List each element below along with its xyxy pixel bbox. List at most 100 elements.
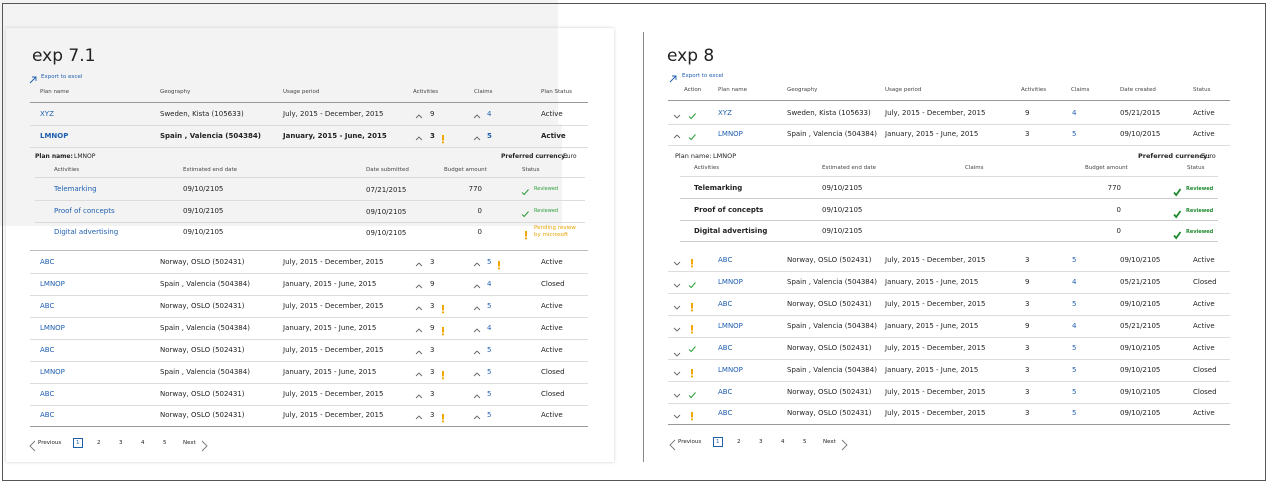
date-created: 09/10/2015 — [1120, 130, 1161, 138]
claims-count[interactable]: 5 — [1072, 409, 1077, 417]
plan-name-link[interactable]: LMNOP — [718, 366, 743, 374]
left-icon — [668, 436, 678, 451]
estimated-end-date: 09/10/2105 — [183, 207, 224, 215]
row-divider — [35, 200, 585, 201]
plan-name-link[interactable]: XYZ — [718, 109, 732, 117]
claims-count[interactable]: 5 — [487, 258, 492, 266]
claims-count[interactable]: 5 — [487, 411, 492, 419]
down-icon — [672, 276, 682, 288]
plan-name-link[interactable]: LMNOP — [40, 280, 65, 288]
claims-count[interactable]: 4 — [487, 324, 492, 332]
previous-button[interactable]: Previous — [38, 440, 62, 446]
plan-name-link[interactable]: LMNOP — [40, 132, 69, 140]
plan-name-link[interactable]: ABC — [718, 300, 733, 308]
plan-status: Active — [1193, 256, 1215, 264]
currency-label: Preferred currency: — [1138, 152, 1210, 160]
next-button[interactable]: Next — [183, 440, 196, 446]
claims-count[interactable]: 4 — [1072, 278, 1077, 286]
previous-button[interactable]: Previous — [678, 439, 702, 445]
up-icon — [414, 130, 424, 142]
right-glyph — [841, 439, 848, 451]
claims-count[interactable]: 5 — [1072, 366, 1077, 374]
plan-name-link[interactable]: LMNOP — [40, 368, 65, 376]
plan-status: Active — [1193, 344, 1215, 352]
row-divider — [30, 361, 588, 362]
claims-count[interactable]: 5 — [487, 132, 492, 140]
page-button[interactable]: 1 — [713, 437, 723, 447]
page-button[interactable]: 4 — [141, 440, 145, 446]
page-button[interactable]: 3 — [119, 440, 123, 446]
plan-name-link[interactable]: ABC — [718, 256, 733, 264]
column-header: Activities — [1021, 87, 1047, 93]
export-link[interactable]: Export to excel — [682, 73, 724, 79]
page-button[interactable]: 5 — [803, 439, 807, 445]
activity-link[interactable]: Proof of concepts — [54, 207, 115, 215]
plan-name-link[interactable]: XYZ — [40, 110, 54, 118]
claims-count[interactable]: 4 — [1072, 109, 1077, 117]
page-button[interactable]: 3 — [759, 439, 763, 445]
plan-status: Active — [541, 258, 563, 266]
column-header: Plan name — [718, 87, 748, 93]
page-button[interactable]: 2 — [97, 440, 101, 446]
claims-count[interactable]: 5 — [1072, 256, 1077, 264]
next-button[interactable]: Next — [823, 439, 836, 445]
up-glyph — [473, 394, 481, 399]
plan-name-link[interactable]: LMNOP — [40, 324, 65, 332]
claims-count[interactable]: 4 — [487, 110, 492, 118]
claims-count[interactable]: 4 — [487, 280, 492, 288]
date-created: 09/10/2105 — [1120, 344, 1161, 352]
usage-period: January, 2015 - June, 2015 — [885, 278, 979, 286]
up-icon — [472, 388, 482, 400]
claims-count[interactable]: 5 — [1072, 388, 1077, 396]
plan-name-link[interactable]: ABC — [40, 258, 55, 266]
down-glyph — [673, 305, 681, 310]
claims-count[interactable]: 5 — [1072, 130, 1077, 138]
ok-glyph — [688, 392, 696, 399]
page-button[interactable]: 5 — [163, 440, 167, 446]
claims-count[interactable]: 4 — [1072, 322, 1077, 330]
activity-link[interactable]: Telemarking — [54, 185, 97, 193]
okb-glyph — [1173, 231, 1182, 240]
claims-count[interactable]: 5 — [487, 368, 492, 376]
claims-count[interactable]: 5 — [1072, 344, 1077, 352]
warn-glyph — [442, 414, 444, 423]
plan-name-link[interactable]: LMNOP — [718, 322, 743, 330]
page-button[interactable]: 4 — [781, 439, 785, 445]
plan-name-link[interactable]: ABC — [40, 390, 55, 398]
claims-count[interactable]: 5 — [487, 346, 492, 354]
page-button[interactable]: 2 — [737, 439, 741, 445]
claims-count[interactable]: 5 — [487, 390, 492, 398]
up-glyph — [473, 328, 481, 333]
ok-icon — [687, 107, 697, 120]
warn-glyph — [442, 327, 444, 336]
usage-period: July, 2015 - December, 2015 — [885, 388, 986, 396]
up-icon — [472, 300, 482, 312]
usage-period: July, 2015 - December, 2015 — [885, 409, 986, 417]
status-label: Reviewed — [1186, 186, 1214, 192]
plan-name-link[interactable]: ABC — [718, 344, 733, 352]
usage-period: July, 2015 - December, 2015 — [885, 344, 986, 352]
plan-name-link[interactable]: LMNOP — [718, 278, 743, 286]
page-button[interactable]: 1 — [73, 438, 83, 448]
export-link[interactable]: Export to excel — [41, 74, 83, 80]
usage-period: July, 2015 - December, 2015 — [885, 109, 986, 117]
down-glyph — [673, 371, 681, 376]
down-glyph — [673, 352, 681, 357]
detail-header: Status — [522, 167, 540, 173]
claims-count[interactable]: 5 — [487, 302, 492, 310]
up-icon — [672, 128, 682, 140]
warn-icon — [687, 407, 697, 421]
plan-name-link[interactable]: ABC — [718, 409, 733, 417]
column-header: Date created — [1120, 87, 1156, 93]
budget-amount: 0 — [1116, 227, 1121, 235]
geography: Norway, OSLO (502431) — [160, 258, 245, 266]
plan-name-link[interactable]: LMNOP — [718, 130, 743, 138]
plan-name-link[interactable]: ABC — [40, 411, 55, 419]
plan-name-link[interactable]: ABC — [40, 302, 55, 310]
claims-count[interactable]: 5 — [1072, 300, 1077, 308]
activity-link[interactable]: Digital advertising — [54, 228, 119, 236]
row-divider — [668, 403, 1230, 404]
plan-name-link[interactable]: ABC — [718, 388, 733, 396]
warn-glyph — [442, 305, 444, 314]
plan-name-link[interactable]: ABC — [40, 346, 55, 354]
